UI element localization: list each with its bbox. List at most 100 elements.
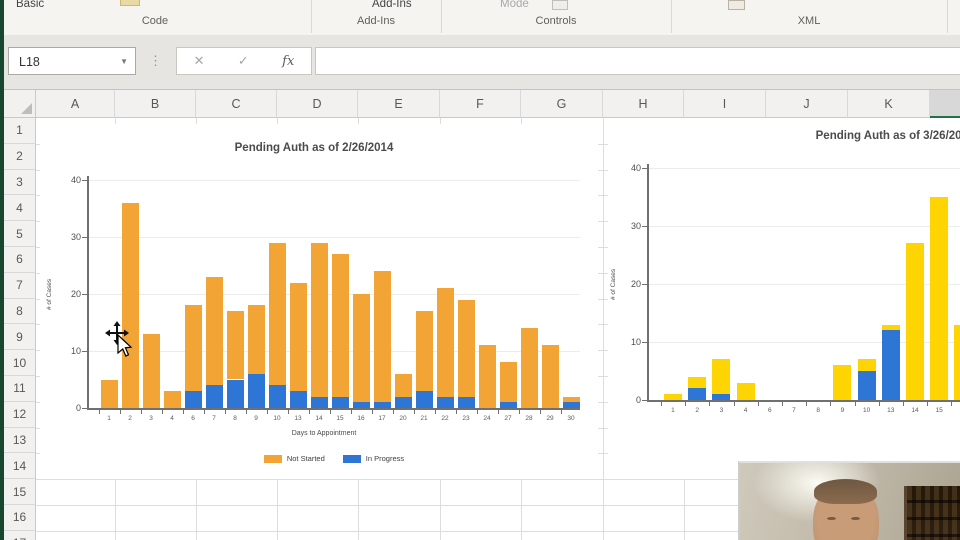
row-header-2[interactable]: 2 — [4, 143, 36, 170]
bar-segment-not-started[interactable] — [736, 382, 755, 400]
bar-segment-not-started[interactable] — [499, 362, 517, 403]
bar-segment-in-progress[interactable] — [457, 396, 475, 408]
bar-segment-in-progress[interactable] — [857, 371, 876, 400]
row-header-10[interactable]: 10 — [4, 350, 36, 376]
row-header-4[interactable]: 4 — [4, 195, 36, 222]
name-box[interactable]: L18 ▼ — [8, 47, 136, 75]
column-header-C[interactable]: C — [196, 90, 277, 118]
add-ins-button[interactable]: Add-Ins — [372, 0, 412, 10]
row-header-14[interactable]: 14 — [4, 453, 36, 480]
bar-segment-not-started[interactable] — [289, 282, 307, 391]
row-header-8[interactable]: 8 — [4, 298, 36, 325]
column-header-A[interactable]: A — [36, 90, 115, 118]
row-header-15[interactable]: 15 — [4, 479, 36, 505]
bar-segment-not-started[interactable] — [163, 390, 181, 408]
visual-basic-button[interactable]: Basic — [16, 0, 45, 10]
row-header-6[interactable]: 6 — [4, 247, 36, 273]
xml-source-icon[interactable] — [728, 0, 745, 10]
bar-segment-not-started[interactable] — [457, 299, 475, 397]
bar-segment-in-progress[interactable] — [562, 402, 580, 408]
column-header-K[interactable]: K — [848, 90, 930, 118]
bar-segment-not-started[interactable] — [121, 202, 139, 408]
bar-segment-not-started[interactable] — [268, 242, 286, 386]
chart-pending-auth-feb[interactable]: Pending Auth as of 2/26/2014 0 10 20 30 40 # o… — [40, 124, 598, 479]
column-header-D[interactable]: D — [277, 90, 358, 118]
row-header-17[interactable]: 17 — [4, 530, 36, 540]
select-all-corner[interactable] — [4, 90, 36, 118]
row-header-3[interactable]: 3 — [4, 169, 36, 196]
x-axis-line — [647, 400, 960, 402]
bar-segment-not-started[interactable] — [100, 379, 118, 408]
bar-segment-not-started[interactable] — [478, 345, 496, 408]
bar-segment-not-started[interactable] — [712, 359, 731, 395]
row-header-5[interactable]: 5 — [4, 221, 36, 247]
bar-segment-not-started[interactable] — [331, 254, 349, 397]
bar-segment-not-started[interactable] — [142, 333, 160, 408]
bar-segment-not-started[interactable] — [930, 197, 949, 400]
bar-segment-not-started[interactable] — [833, 365, 852, 400]
row-header-13[interactable]: 13 — [4, 427, 36, 454]
bar-segment-not-started[interactable] — [205, 276, 223, 386]
bar-segment-in-progress[interactable] — [373, 402, 391, 408]
bar-segment-not-started[interactable] — [226, 311, 244, 380]
column-header-H[interactable]: H — [603, 90, 684, 118]
bar-segment-in-progress[interactable] — [394, 396, 412, 408]
bar-segment-in-progress[interactable] — [205, 385, 223, 408]
bar-segment-in-progress[interactable] — [289, 390, 307, 408]
bar-segment-not-started[interactable] — [664, 394, 682, 400]
column-header-J[interactable]: J — [766, 90, 848, 118]
bar-segment-not-started[interactable] — [562, 396, 580, 403]
ribbon-group-addins: Add-Ins — [357, 15, 395, 27]
bar-segment-in-progress[interactable] — [268, 385, 286, 408]
name-box-dropdown-icon[interactable]: ▼ — [120, 57, 128, 66]
row-header-1[interactable]: 1 — [4, 118, 36, 144]
bar-segment-in-progress[interactable] — [688, 388, 707, 400]
bar-segment-in-progress[interactable] — [352, 402, 370, 408]
bar-segment-not-started[interactable] — [415, 311, 433, 391]
bar-segment-not-started[interactable] — [184, 305, 202, 391]
column-header-E[interactable]: E — [358, 90, 440, 118]
cancel-button[interactable]: ✕ — [193, 53, 205, 68]
row-header-16[interactable]: 16 — [4, 505, 36, 531]
bar-segment-not-started[interactable] — [906, 243, 924, 400]
x-tick-label: 29 — [546, 415, 554, 422]
bar-segment-not-started[interactable] — [310, 242, 328, 397]
bar-segment-not-started[interactable] — [247, 305, 265, 374]
bar-segment-in-progress[interactable] — [415, 390, 433, 408]
bar-segment-not-started[interactable] — [373, 271, 391, 403]
bar-segment-not-started[interactable] — [394, 373, 412, 397]
bar-segment-not-started[interactable] — [954, 324, 960, 400]
bar-segment-not-started[interactable] — [352, 294, 370, 403]
bar-segment-in-progress[interactable] — [712, 394, 731, 400]
column-header-F[interactable]: F — [440, 90, 521, 118]
column-header-selected[interactable]: L — [930, 90, 960, 118]
bar-segment-in-progress[interactable] — [436, 396, 454, 408]
bar-segment-not-started[interactable] — [436, 288, 454, 397]
column-header-G[interactable]: G — [521, 90, 603, 118]
enter-button[interactable]: ✓ — [237, 53, 249, 68]
column-header-B[interactable]: B — [115, 90, 196, 118]
bar-segment-in-progress[interactable] — [226, 379, 244, 408]
row-header-7[interactable]: 7 — [4, 272, 36, 299]
macros-icon[interactable] — [120, 0, 140, 6]
bar-segment-in-progress[interactable] — [247, 373, 265, 408]
bar-segment-not-started[interactable] — [520, 328, 538, 408]
bar-segment-in-progress[interactable] — [499, 402, 517, 408]
chart-pending-auth-mar[interactable]: Pending Auth as of 3/26/2014 0 10 20 30 40 # o… — [608, 118, 960, 479]
bar-segment-not-started[interactable] — [541, 345, 559, 408]
bar-segment-in-progress[interactable] — [331, 396, 349, 408]
bar-segment-in-progress[interactable] — [184, 390, 202, 408]
column-header-I[interactable]: I — [684, 90, 766, 118]
bar-segment-in-progress[interactable] — [881, 330, 900, 400]
design-mode-button[interactable]: Mode — [500, 0, 568, 10]
formula-input[interactable] — [315, 47, 960, 75]
row-header-12[interactable]: 12 — [4, 401, 36, 428]
bar-segment-not-started[interactable] — [857, 359, 876, 371]
row-header-11[interactable]: 11 — [4, 376, 36, 402]
x-tick — [518, 410, 520, 414]
insert-function-button[interactable]: fx — [282, 53, 295, 69]
bar-segment-not-started[interactable] — [688, 376, 707, 389]
row-header-9[interactable]: 9 — [4, 324, 36, 351]
bar-segment-not-started[interactable] — [881, 324, 900, 331]
bar-segment-in-progress[interactable] — [310, 396, 328, 408]
